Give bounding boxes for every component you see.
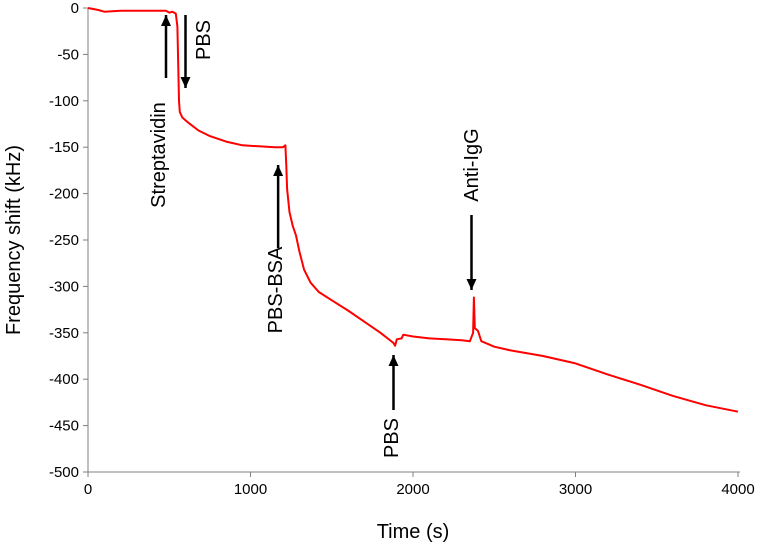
x-tick-label: 2000 [396, 481, 429, 498]
annotations: Streptavidin PBS PBS-BSA PBS Anti-IgG [148, 15, 483, 458]
y-tick-label: -450 [49, 418, 79, 435]
annotation-arrow-head [273, 165, 284, 176]
annotation-label: Anti-IgG [461, 128, 483, 201]
y-tick-label: -100 [49, 93, 79, 110]
y-tick-label: -300 [49, 278, 79, 295]
annotation-label: PBS [193, 20, 215, 60]
x-tick-label: 0 [84, 481, 92, 498]
y-tick-label: -50 [57, 46, 79, 63]
annotation-arrow-head [180, 77, 191, 88]
x-axis-label: Time (s) [377, 521, 450, 543]
y-tick-label: -350 [49, 325, 79, 342]
y-tick-label: -200 [49, 186, 79, 203]
annotation-label: PBS-BSA [265, 246, 287, 333]
y-tick-label: -400 [49, 371, 79, 388]
y-tick-label: -250 [49, 232, 79, 249]
annotation-label: PBS [381, 418, 403, 458]
y-tick-label: 0 [71, 0, 79, 17]
y-tick-label: -500 [49, 464, 79, 481]
x-tick-label: 4000 [721, 481, 754, 498]
x-tick-label: 1000 [234, 481, 267, 498]
annotation-label: Streptavidin [148, 102, 170, 208]
y-axis-label: Frequency shift (kHz) [3, 145, 25, 335]
x-tick-label: 3000 [559, 481, 592, 498]
series-line [87, 7, 739, 413]
annotation-arrow-head [388, 355, 399, 366]
y-tick-label: -150 [49, 139, 79, 156]
annotation-arrow-head [161, 15, 171, 26]
plot-area [87, 7, 739, 413]
axes [83, 7, 740, 477]
annotation-arrow-head [466, 279, 477, 290]
tick-labels: 0 -50 -100 -150 -200 -250 -300 -350 -400 -450 -500… [49, 0, 755, 498]
